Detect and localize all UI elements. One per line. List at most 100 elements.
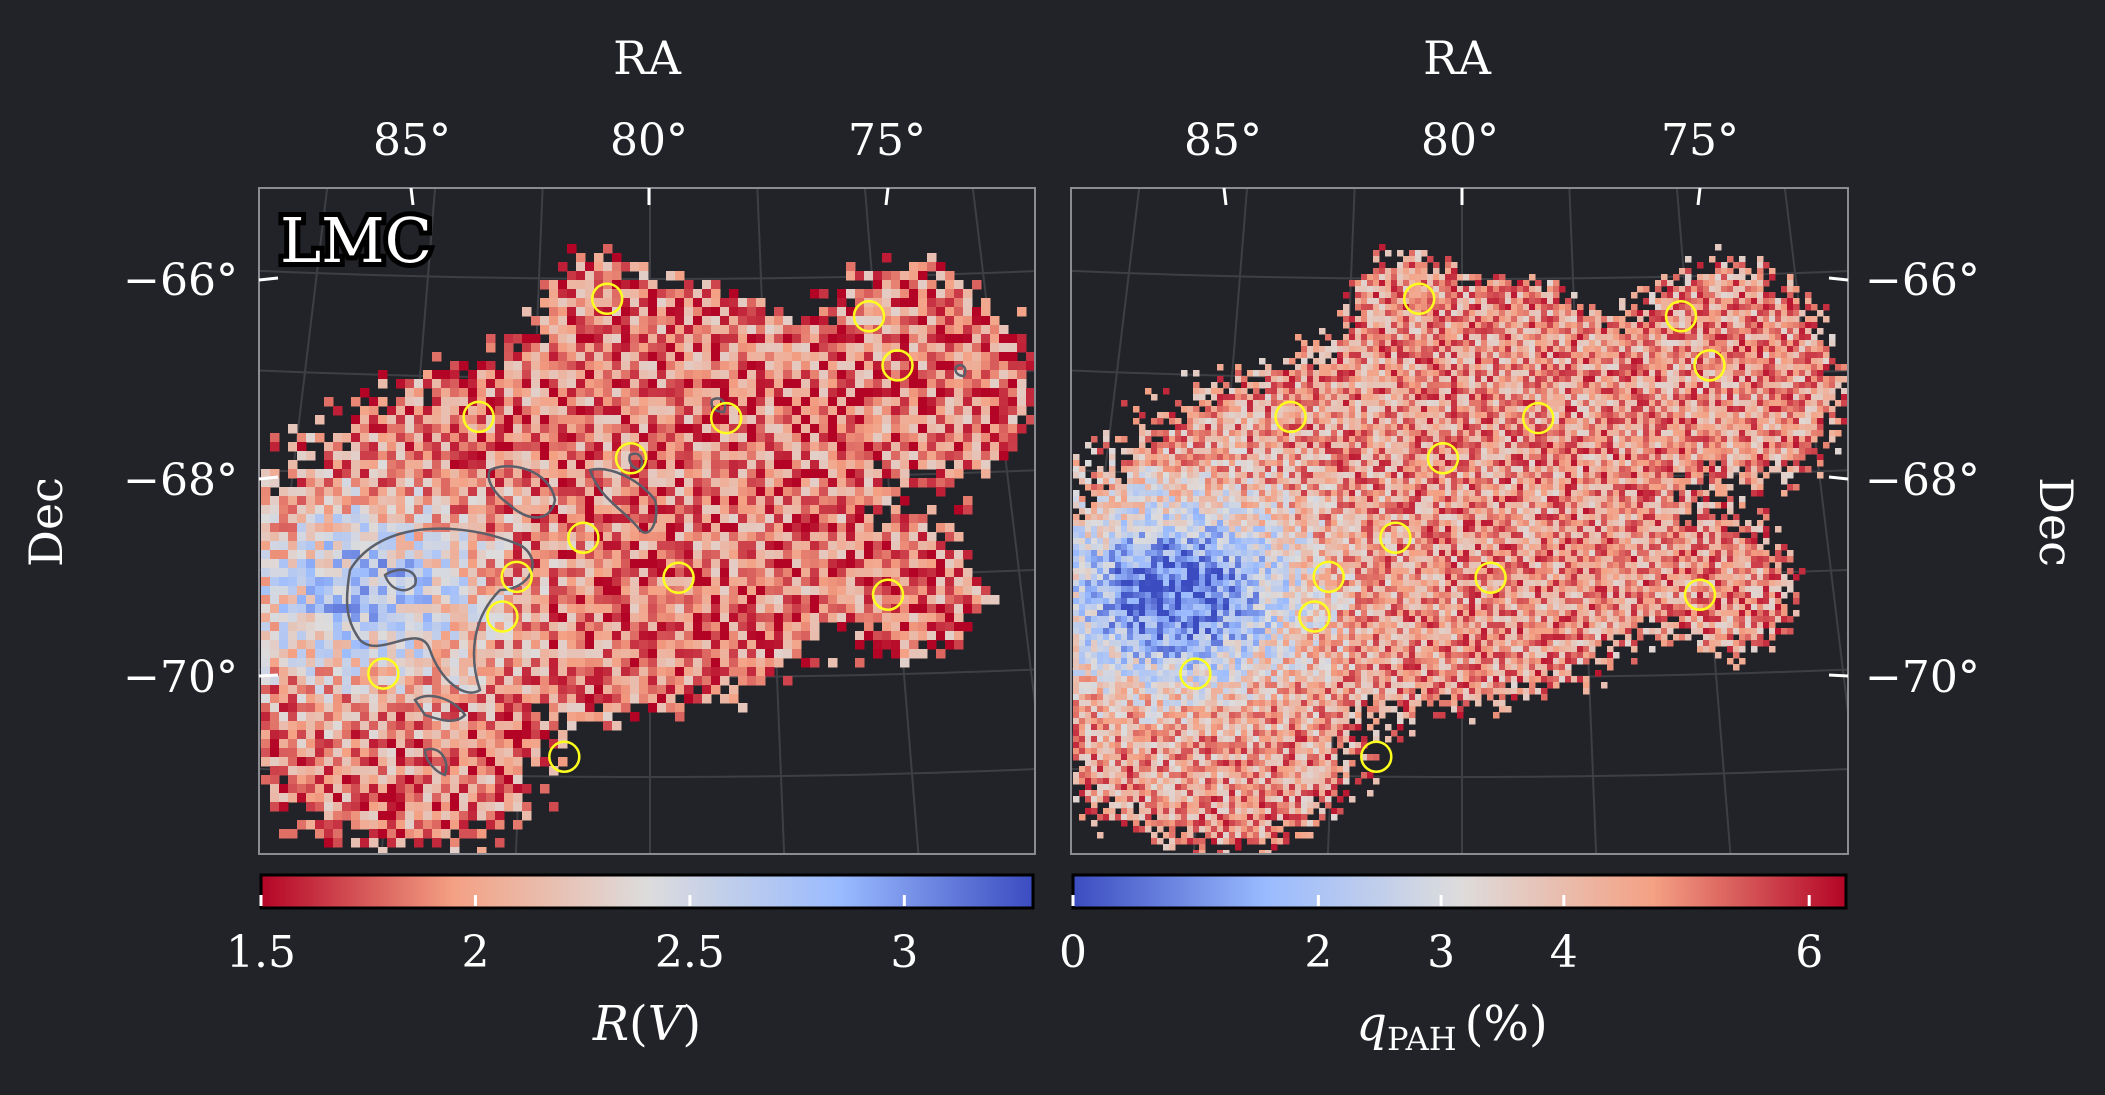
map-pixel bbox=[612, 433, 622, 443]
map-pixel bbox=[468, 793, 478, 803]
map-pixel bbox=[1565, 328, 1572, 335]
map-pixel bbox=[648, 280, 658, 290]
map-pixel bbox=[648, 622, 658, 632]
map-pixel bbox=[540, 541, 550, 551]
map-pixel bbox=[1493, 364, 1500, 371]
map-pixel bbox=[1799, 322, 1806, 329]
map-pixel bbox=[423, 604, 433, 614]
map-pixel bbox=[864, 379, 874, 389]
map-pixel bbox=[945, 631, 955, 641]
map-pixel bbox=[459, 532, 469, 542]
map-pixel bbox=[639, 559, 649, 569]
map-pixel bbox=[522, 433, 532, 443]
map-pixel bbox=[324, 442, 334, 452]
map-pixel bbox=[702, 694, 712, 704]
map-pixel bbox=[666, 595, 676, 605]
map-pixel bbox=[288, 649, 298, 659]
map-pixel bbox=[1415, 364, 1422, 371]
map-pixel bbox=[873, 631, 883, 641]
map-pixel bbox=[783, 415, 793, 425]
map-pixel bbox=[531, 640, 541, 650]
right-qpah-map bbox=[1073, 244, 1848, 854]
map-pixel bbox=[783, 595, 793, 605]
map-pixel bbox=[1751, 292, 1758, 299]
map-pixel bbox=[288, 730, 298, 740]
map-pixel bbox=[360, 694, 370, 704]
map-pixel bbox=[459, 478, 469, 488]
map-pixel bbox=[1679, 352, 1686, 359]
map-pixel bbox=[432, 370, 442, 380]
left-x-axis-title: RA bbox=[613, 31, 682, 85]
map-pixel bbox=[504, 730, 514, 740]
map-pixel bbox=[801, 541, 811, 551]
map-pixel bbox=[522, 703, 532, 713]
map-pixel bbox=[639, 406, 649, 416]
map-pixel bbox=[1385, 316, 1392, 323]
map-pixel bbox=[1649, 346, 1656, 353]
tick bbox=[258, 475, 279, 481]
map-pixel bbox=[1541, 364, 1548, 371]
map-pixel bbox=[459, 649, 469, 659]
map-pixel bbox=[774, 613, 784, 623]
map-pixel bbox=[558, 559, 568, 569]
map-pixel bbox=[477, 595, 487, 605]
map-pixel bbox=[729, 352, 739, 362]
map-pixel bbox=[360, 748, 370, 758]
map-pixel bbox=[585, 604, 595, 614]
map-pixel bbox=[495, 370, 505, 380]
map-pixel bbox=[891, 550, 901, 560]
map-pixel bbox=[1571, 358, 1578, 365]
map-pixel bbox=[693, 424, 703, 434]
map-pixel bbox=[738, 622, 748, 632]
map-pixel bbox=[954, 586, 964, 596]
map-pixel bbox=[477, 784, 487, 794]
map-pixel bbox=[702, 667, 712, 677]
map-pixel bbox=[630, 307, 640, 317]
map-pixel bbox=[1583, 316, 1590, 323]
map-pixel bbox=[414, 469, 424, 479]
map-pixel bbox=[702, 622, 712, 632]
map-pixel bbox=[261, 604, 271, 614]
map-pixel bbox=[1763, 262, 1770, 269]
map-pixel bbox=[936, 307, 946, 317]
map-pixel bbox=[306, 631, 316, 641]
map-pixel bbox=[567, 703, 577, 713]
map-pixel bbox=[855, 523, 865, 533]
map-pixel bbox=[378, 766, 388, 776]
map-pixel bbox=[558, 685, 568, 695]
map-pixel bbox=[648, 379, 658, 389]
map-pixel bbox=[441, 730, 451, 740]
map-pixel bbox=[1769, 322, 1776, 329]
map-pixel bbox=[306, 748, 316, 758]
map-pixel bbox=[441, 811, 451, 821]
map-pixel bbox=[1739, 292, 1746, 299]
map-pixel bbox=[828, 325, 838, 335]
map-pixel bbox=[891, 334, 901, 344]
map-pixel bbox=[648, 352, 658, 362]
map-pixel bbox=[990, 595, 1000, 605]
left-colorbar bbox=[259, 873, 1035, 910]
map-pixel bbox=[261, 541, 271, 551]
map-pixel bbox=[738, 343, 748, 353]
map-pixel bbox=[1685, 280, 1692, 287]
map-pixel bbox=[459, 541, 469, 551]
map-pixel bbox=[1409, 316, 1416, 323]
map-pixel bbox=[1721, 274, 1728, 281]
map-pixel bbox=[1493, 304, 1500, 311]
map-pixel bbox=[711, 415, 721, 425]
map-pixel bbox=[873, 316, 883, 326]
map-pixel bbox=[1391, 334, 1398, 341]
map-pixel bbox=[351, 433, 361, 443]
map-pixel bbox=[576, 424, 586, 434]
map-pixel bbox=[558, 370, 568, 380]
map-pixel bbox=[684, 685, 694, 695]
map-pixel bbox=[1409, 358, 1416, 365]
map-pixel bbox=[630, 604, 640, 614]
map-pixel bbox=[378, 442, 388, 452]
map-pixel bbox=[630, 505, 640, 515]
map-pixel bbox=[513, 352, 523, 362]
map-pixel bbox=[1469, 334, 1476, 341]
map-pixel bbox=[972, 397, 982, 407]
map-pixel bbox=[387, 721, 397, 731]
map-pixel bbox=[666, 316, 676, 326]
